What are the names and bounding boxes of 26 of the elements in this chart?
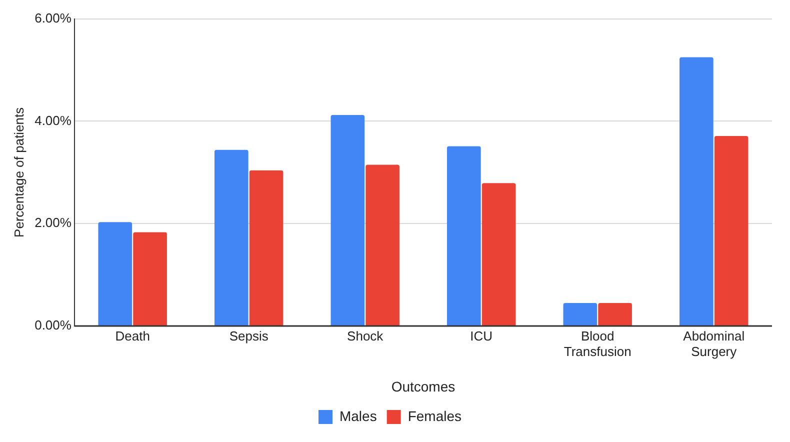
y-tick-label: 6.00%	[34, 10, 72, 26]
bar	[249, 170, 284, 326]
bar	[447, 146, 481, 326]
x-tick-label: Death	[115, 328, 150, 344]
y-tick-label: 0.00%	[34, 318, 72, 333]
legend-label: Males	[339, 408, 377, 424]
x-tick-label: Shock	[347, 328, 384, 344]
bar	[680, 57, 714, 326]
x-tick-label: Abdominal Surgery	[683, 328, 745, 359]
bar	[598, 302, 632, 326]
bar	[330, 115, 365, 326]
bar	[133, 232, 167, 326]
y-axis-title: Percentage of patients	[11, 106, 26, 238]
x-tick-label: Blood Transfusion	[564, 328, 632, 359]
bar	[98, 222, 132, 326]
bar	[214, 150, 248, 326]
bar	[366, 164, 400, 326]
x-axis-title: Outcomes	[391, 378, 456, 394]
bar	[482, 183, 516, 326]
legend-label: Females	[408, 408, 462, 424]
y-tick-label: 2.00%	[34, 215, 72, 230]
bar	[714, 136, 748, 326]
bar	[563, 302, 598, 326]
y-tick-label: 4.00%	[34, 112, 72, 128]
x-tick-label: ICU	[470, 328, 493, 344]
x-tick-label: Sepsis	[229, 328, 269, 344]
